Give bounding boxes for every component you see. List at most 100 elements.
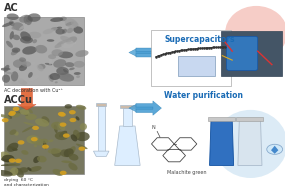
Circle shape: [2, 118, 9, 122]
Ellipse shape: [13, 22, 24, 31]
Ellipse shape: [66, 22, 74, 26]
Ellipse shape: [55, 42, 64, 48]
Ellipse shape: [74, 61, 85, 68]
Ellipse shape: [38, 64, 45, 69]
Ellipse shape: [19, 24, 27, 30]
Ellipse shape: [75, 50, 89, 57]
Ellipse shape: [23, 122, 35, 125]
Ellipse shape: [0, 68, 11, 71]
Ellipse shape: [0, 114, 10, 118]
Ellipse shape: [49, 58, 52, 65]
Circle shape: [32, 126, 39, 130]
Ellipse shape: [21, 61, 31, 67]
Ellipse shape: [58, 122, 65, 130]
Ellipse shape: [51, 149, 61, 157]
Circle shape: [60, 171, 67, 175]
Ellipse shape: [63, 39, 76, 44]
Ellipse shape: [31, 138, 47, 146]
Circle shape: [9, 158, 15, 163]
Ellipse shape: [51, 27, 60, 30]
Polygon shape: [94, 151, 109, 156]
Circle shape: [63, 133, 70, 138]
FancyArrow shape: [129, 49, 153, 56]
Ellipse shape: [0, 152, 10, 159]
Circle shape: [69, 110, 76, 114]
Ellipse shape: [62, 72, 70, 79]
Ellipse shape: [22, 126, 33, 132]
Ellipse shape: [1, 158, 10, 162]
Ellipse shape: [25, 114, 37, 120]
Ellipse shape: [73, 130, 80, 139]
Ellipse shape: [15, 168, 24, 178]
Ellipse shape: [33, 156, 40, 163]
Ellipse shape: [23, 111, 30, 115]
Text: Supercapacitors: Supercapacitors: [164, 36, 235, 44]
FancyBboxPatch shape: [98, 106, 105, 151]
FancyBboxPatch shape: [4, 17, 84, 85]
Ellipse shape: [28, 72, 33, 78]
Ellipse shape: [80, 123, 87, 130]
Ellipse shape: [53, 169, 63, 176]
Ellipse shape: [26, 135, 39, 144]
Ellipse shape: [2, 74, 10, 83]
Ellipse shape: [55, 81, 58, 83]
Ellipse shape: [76, 75, 80, 78]
Circle shape: [42, 144, 49, 149]
Ellipse shape: [51, 122, 64, 130]
Ellipse shape: [24, 112, 28, 115]
FancyBboxPatch shape: [178, 56, 215, 76]
Ellipse shape: [50, 17, 63, 22]
Ellipse shape: [61, 160, 72, 163]
Ellipse shape: [76, 144, 88, 149]
Polygon shape: [238, 121, 262, 165]
Ellipse shape: [68, 146, 76, 155]
Ellipse shape: [59, 17, 67, 21]
Ellipse shape: [4, 65, 9, 72]
Text: ACCu: ACCu: [4, 95, 33, 105]
Ellipse shape: [19, 109, 29, 115]
FancyBboxPatch shape: [123, 108, 132, 126]
FancyBboxPatch shape: [237, 117, 263, 121]
FancyArrow shape: [136, 45, 161, 60]
Ellipse shape: [18, 80, 27, 85]
Circle shape: [8, 112, 15, 116]
Ellipse shape: [37, 156, 47, 162]
Ellipse shape: [51, 49, 63, 56]
Ellipse shape: [29, 166, 42, 172]
Polygon shape: [115, 126, 140, 165]
Ellipse shape: [20, 31, 31, 41]
Ellipse shape: [51, 76, 58, 79]
Circle shape: [59, 112, 66, 117]
Ellipse shape: [11, 49, 18, 55]
Ellipse shape: [7, 13, 19, 20]
Ellipse shape: [14, 131, 19, 136]
Ellipse shape: [16, 112, 21, 114]
Ellipse shape: [9, 146, 17, 150]
Ellipse shape: [27, 167, 32, 171]
Text: drying  60 °C
and characterization: drying 60 °C and characterization: [4, 178, 49, 187]
Ellipse shape: [48, 148, 61, 154]
Ellipse shape: [7, 143, 18, 152]
Ellipse shape: [4, 71, 13, 74]
Ellipse shape: [48, 54, 56, 59]
Ellipse shape: [39, 76, 53, 80]
Ellipse shape: [60, 36, 71, 42]
Ellipse shape: [59, 131, 67, 138]
Ellipse shape: [2, 22, 13, 27]
Ellipse shape: [11, 78, 23, 85]
Ellipse shape: [13, 112, 21, 118]
Ellipse shape: [53, 59, 66, 68]
Ellipse shape: [69, 67, 75, 70]
Ellipse shape: [8, 115, 12, 119]
Ellipse shape: [41, 139, 48, 143]
Polygon shape: [271, 146, 278, 154]
Ellipse shape: [11, 71, 18, 81]
FancyBboxPatch shape: [208, 117, 235, 121]
Ellipse shape: [76, 116, 80, 121]
Ellipse shape: [76, 105, 86, 110]
Ellipse shape: [10, 31, 14, 40]
Ellipse shape: [67, 28, 73, 33]
Circle shape: [18, 140, 24, 145]
Ellipse shape: [57, 39, 69, 45]
Ellipse shape: [56, 74, 60, 77]
